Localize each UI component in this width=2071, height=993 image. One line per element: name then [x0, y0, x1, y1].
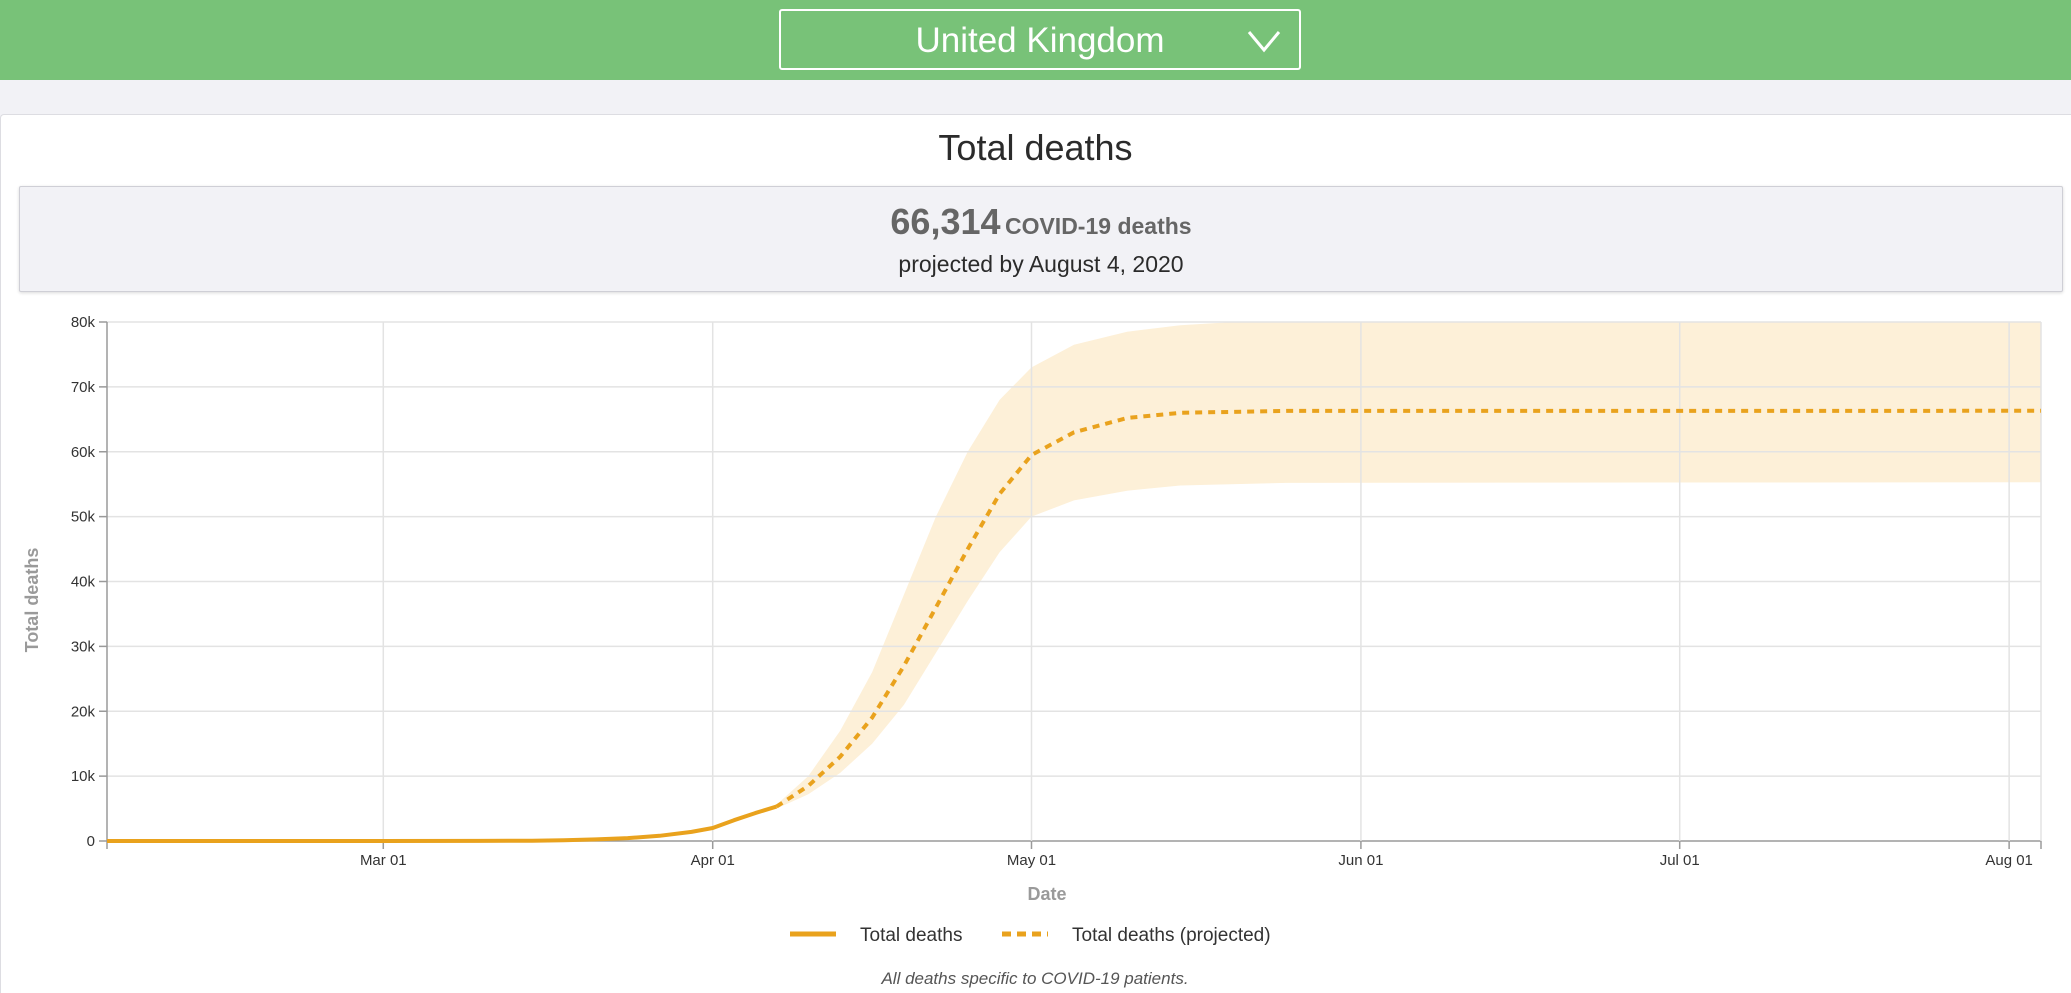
country-select-value: United Kingdom: [915, 21, 1165, 60]
projected-deaths-number: 66,314: [890, 201, 1001, 242]
x-tick-label: May 01: [1007, 852, 1056, 869]
country-select[interactable]: United Kingdom: [779, 9, 1301, 70]
uncertainty-band-layer: [776, 322, 2041, 809]
y-tick-label: 50k: [71, 509, 96, 526]
summary-headline: 66,314 COVID-19 deaths: [20, 201, 2062, 243]
uncertainty-band: [776, 322, 2041, 809]
total-deaths-line: [107, 804, 778, 843]
y-tick-label: 80k: [71, 314, 96, 331]
total-deaths-chart: 0 10k 20k 30k 40k 50k 60k 70k 80k Mar 01 Apr 01 May…: [22, 314, 2042, 988]
legend-label[interactable]: Total deaths: [860, 925, 962, 946]
legend-label[interactable]: Total deaths (projected): [1072, 925, 1271, 946]
panel-title: Total deaths: [938, 127, 1133, 168]
chart-footnote: All deaths specific to COVID-19 patients…: [880, 969, 1188, 988]
y-tick-label: 60k: [71, 444, 96, 461]
x-tick-label: Jun 01: [1338, 852, 1383, 869]
projected-deaths-line: [775, 408, 2042, 809]
x-tick-label: Apr 01: [691, 852, 735, 869]
series-layer: [107, 408, 2042, 843]
legend: Total deaths Total deaths (projected): [790, 925, 1271, 946]
x-tick-label: Aug 01: [1985, 852, 2033, 869]
y-tick-label: 30k: [71, 638, 96, 655]
x-tick-label: Mar 01: [360, 852, 407, 869]
x-tick-label: Jul 01: [1660, 852, 1700, 869]
projection-summary: 66,314 COVID-19 deaths projected by Augu…: [19, 186, 2063, 292]
y-tick-label: 40k: [71, 574, 96, 591]
top-bar: United Kingdom: [0, 0, 2071, 80]
chevron-down-icon: [1247, 31, 1281, 53]
grid-layer: [106, 321, 2042, 842]
y-tick-label: 10k: [71, 768, 96, 785]
x-axis-title: Date: [1027, 884, 1066, 904]
y-tick-label: 20k: [71, 703, 96, 720]
y-tick-label: 0: [87, 833, 95, 850]
axis-layer: 0 10k 20k 30k 40k 50k 60k 70k 80k Mar 01 Apr 01 May…: [71, 314, 2042, 869]
projected-deaths-unit: COVID-19 deaths: [1004, 213, 1192, 239]
y-axis-title: Total deaths: [22, 548, 42, 653]
y-tick-label: 70k: [71, 379, 96, 396]
projection-date-text: projected by August 4, 2020: [898, 251, 1184, 277]
